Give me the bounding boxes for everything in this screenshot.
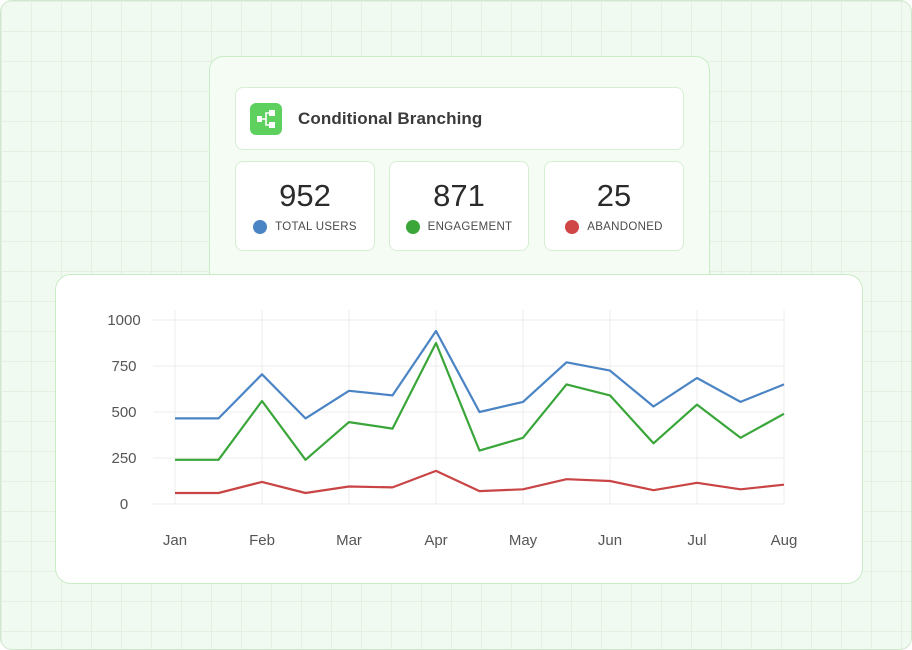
x-tick-label: May [509, 532, 538, 549]
series-line-0 [175, 329, 785, 420]
stat-label: ENGAGEMENT [427, 221, 513, 233]
stat-value: 952 [279, 178, 331, 213]
x-tick-label: Apr [424, 532, 447, 549]
x-tick-label: Jul [687, 532, 706, 549]
series-line-1 [175, 341, 785, 461]
branching-icon [250, 102, 282, 135]
legend-dot-green [405, 220, 420, 234]
y-tick-label: 500 [111, 404, 136, 421]
y-tick-label: 250 [111, 450, 136, 467]
feature-title: Conditional Branching [298, 108, 483, 128]
stat-card-abandoned[interactable]: 25 ABANDONED [544, 161, 684, 251]
legend-dot-blue [253, 220, 268, 234]
stat-card-engagement[interactable]: 871 ENGAGEMENT [389, 161, 529, 251]
stat-label: ABANDONED [587, 221, 663, 233]
stat-card-total-users[interactable]: 952 TOTAL USERS [235, 161, 375, 251]
x-tick-label: Jun [598, 532, 622, 549]
x-tick-label: Feb [249, 532, 275, 549]
x-tick-label: Jan [163, 532, 187, 549]
y-tick-label: 750 [111, 358, 136, 375]
stats-panel: Conditional Branching 952 TOTAL USERS 87… [209, 56, 710, 296]
line-chart: 1000 750 500 250 0 Jan Feb Mar Apr May Jun Jul Aug [107, 310, 798, 549]
stat-value: 871 [433, 178, 485, 213]
y-tick-label: 1000 [107, 312, 140, 329]
stat-value: 25 [596, 178, 632, 213]
stat-label: TOTAL USERS [275, 221, 357, 233]
chart-panel: 1000 750 500 250 0 Jan Feb Mar Apr May Jun Jul Aug [55, 274, 863, 584]
feature-header[interactable]: Conditional Branching [235, 87, 684, 150]
y-tick-label: 0 [120, 496, 128, 513]
series-line-2 [175, 469, 785, 495]
x-tick-label: Mar [336, 532, 362, 549]
legend-dot-red [565, 220, 580, 234]
x-tick-label: Aug [771, 532, 798, 549]
